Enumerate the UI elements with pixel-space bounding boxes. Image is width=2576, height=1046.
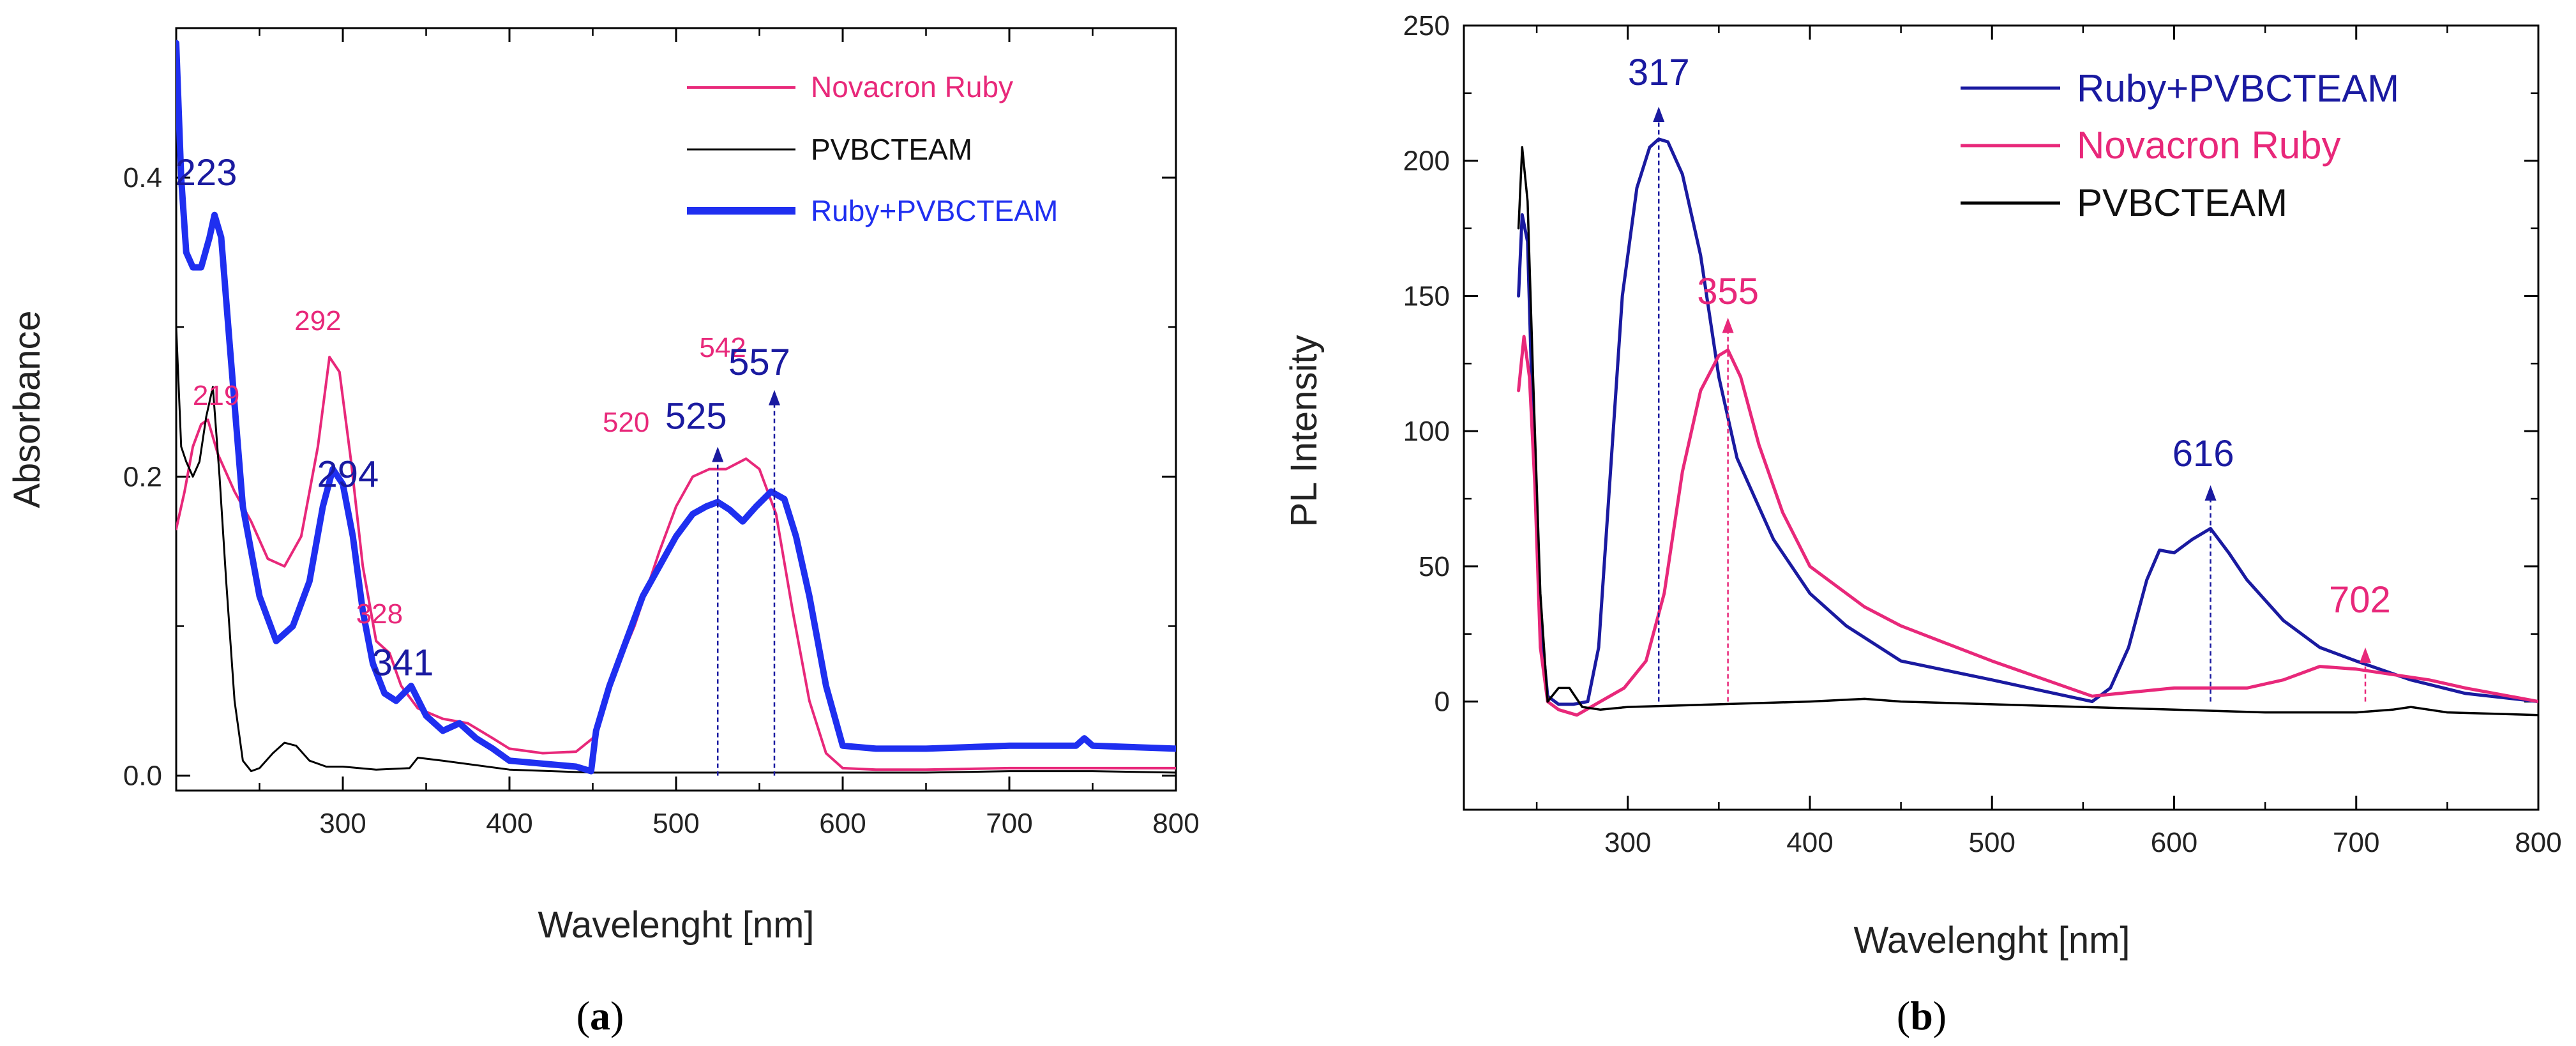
y-axis-label: PL Intensity [1283, 335, 1325, 527]
y-tick-label: 200 [1403, 146, 1450, 177]
x-axis-label: Wavelenght [nm] [538, 904, 814, 946]
peak-arrow-head [2204, 485, 2217, 501]
x-tick-label: 300 [319, 808, 366, 839]
series-line-novacron-ruby [1517, 335, 2538, 717]
y-tick-label: 50 [1419, 551, 1450, 582]
y-tick-label: 150 [1403, 280, 1450, 312]
peak-label-223: 223 [176, 152, 237, 193]
peak-label-219: 219 [193, 380, 239, 411]
peak-arrows [1653, 107, 2372, 702]
x-tick-label: 300 [1604, 827, 1651, 858]
series-line-pvbcteam [1517, 146, 2538, 716]
peak-label-616: 616 [2173, 433, 2234, 474]
series-line-ruby-pvbcteam [176, 40, 1176, 775]
panel-letter-b: b [1910, 993, 1933, 1038]
axis-ticks: 300 400 500 600 700 800 0.0 0.2 0.4 [123, 28, 1200, 839]
peak-arrows [712, 390, 780, 776]
peak-label-520: 520 [603, 407, 649, 438]
peak-label-525: 525 [665, 395, 727, 437]
peak-label-557: 557 [728, 342, 790, 383]
peak-arrow-head [712, 446, 724, 462]
series-line-novacron-ruby [176, 356, 1176, 771]
peak-label-542: 542 [699, 332, 746, 363]
series-line-pvbcteam [176, 326, 1176, 774]
x-tick-label: 400 [486, 808, 532, 839]
x-tick-label: 800 [1152, 808, 1199, 839]
series-lines [176, 40, 1176, 775]
y-tick-label: 0.4 [123, 162, 162, 193]
peak-label-294: 294 [317, 454, 379, 496]
legend-label-novacron-ruby: Novacron Ruby [2077, 124, 2341, 167]
x-tick-label: 400 [1786, 827, 1833, 858]
absorbance-chart: 300 400 500 600 700 800 0.0 0.2 0.4 223 219 292 294… [6, 27, 1200, 1038]
peak-label-292: 292 [294, 305, 341, 337]
x-tick-label: 500 [1969, 827, 2015, 858]
legend-label-pvbcteam: PVBCTEAM [811, 133, 972, 166]
peak-label-355: 355 [1697, 271, 1759, 312]
x-tick-label: 600 [819, 808, 866, 839]
series-line-ruby-pvbcteam [1517, 137, 2538, 706]
panel-letter-a: a [590, 993, 610, 1038]
peak-annotations: 317 355 616 702 [1628, 52, 2391, 621]
x-tick-label: 500 [652, 808, 699, 839]
series-lines [1517, 137, 2538, 717]
peak-label-702: 702 [2329, 579, 2391, 621]
peak-label-317: 317 [1628, 52, 1690, 93]
peak-label-341: 341 [372, 642, 434, 684]
legend-label-novacron-ruby: Novacron Ruby [811, 70, 1013, 103]
panel-label-b: (b) [1897, 993, 1947, 1038]
peak-arrow-head [1722, 317, 1734, 333]
y-tick-label: 250 [1403, 10, 1450, 42]
axis-ticks: 300 400 500 600 700 800 0 50 100 150 200 250 [1403, 10, 2562, 858]
y-tick-label: 0.0 [123, 761, 162, 792]
panel-label-a: (a) [576, 993, 624, 1038]
peak-arrow-head [1653, 107, 1665, 123]
legend-label-ruby-pvbcteam: Ruby+PVBCTEAM [2077, 67, 2399, 110]
peak-arrow-head [768, 390, 780, 406]
x-tick-label: 700 [986, 808, 1032, 839]
y-axis-label: Absorbance [6, 310, 48, 508]
y-tick-label: 0.2 [123, 461, 162, 492]
legend: Ruby+PVBCTEAM Novacron Ruby PVBCTEAM [1961, 67, 2399, 224]
legend: Novacron Ruby PVBCTEAM Ruby+PVBCTEAM [687, 70, 1058, 227]
x-tick-label: 800 [2515, 827, 2561, 858]
plot-frame [1463, 24, 2540, 811]
legend-label-ruby-pvbcteam: Ruby+PVBCTEAM [811, 194, 1058, 227]
y-tick-label: 0 [1435, 686, 1450, 718]
peak-label-328: 328 [356, 598, 403, 630]
y-tick-label: 100 [1403, 416, 1450, 447]
x-axis-label: Wavelenght [nm] [1853, 920, 2130, 961]
peak-arrow-head [2360, 647, 2372, 663]
x-tick-label: 700 [2333, 827, 2379, 858]
legend-label-pvbcteam: PVBCTEAM [2077, 181, 2287, 224]
pl-intensity-chart: 300 400 500 600 700 800 0 50 100 150 200 250 317 355… [1283, 10, 2562, 1038]
x-tick-label: 600 [2151, 827, 2197, 858]
